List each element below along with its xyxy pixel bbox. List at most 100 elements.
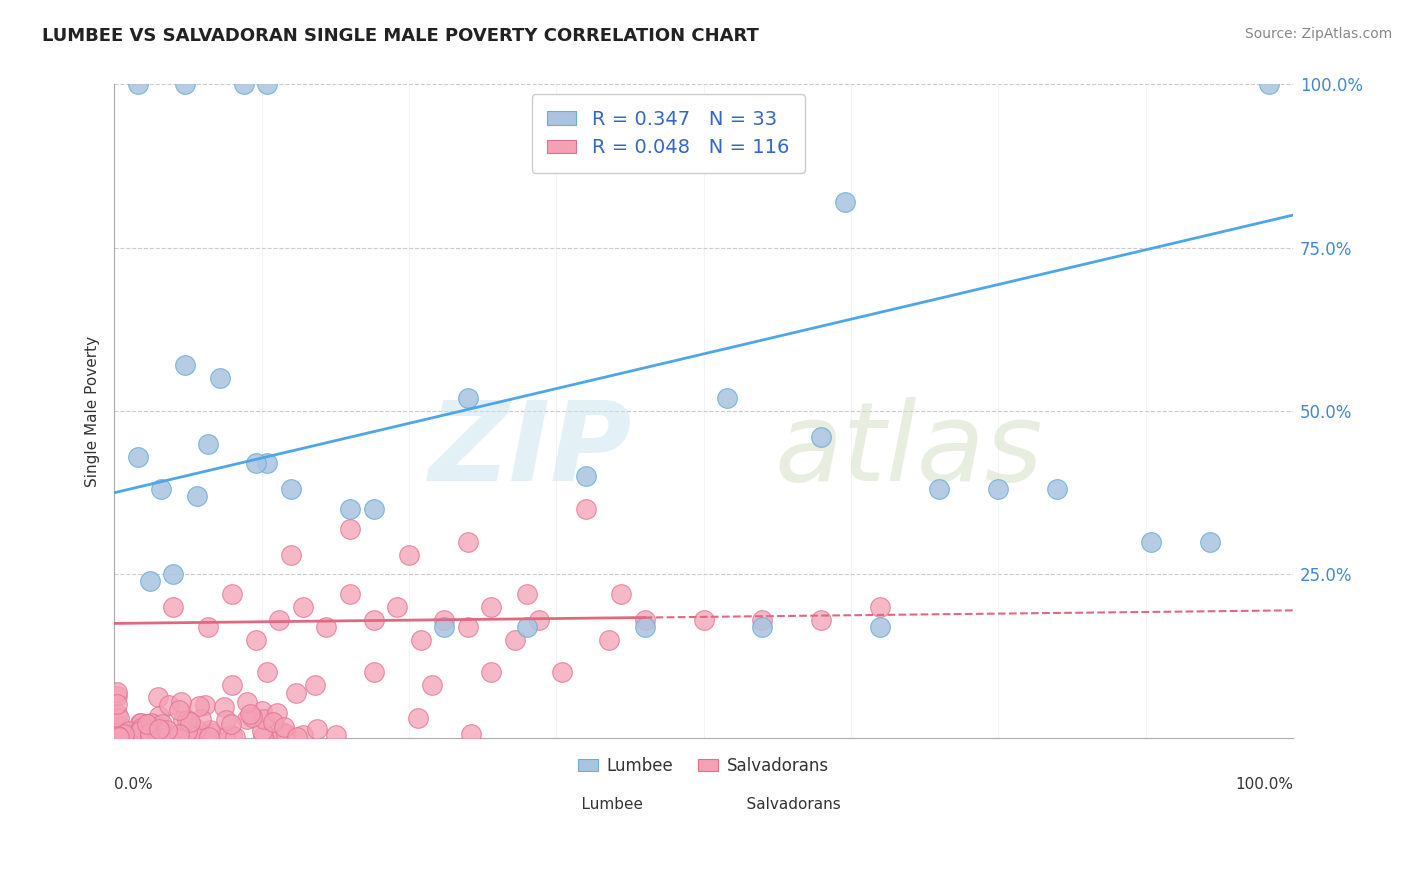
Text: Lumbee: Lumbee bbox=[562, 797, 643, 812]
Point bbox=[1140, 534, 1163, 549]
Point bbox=[253, 712, 276, 726]
Point bbox=[479, 600, 502, 615]
Point bbox=[305, 722, 328, 736]
Point bbox=[150, 483, 173, 497]
Point bbox=[610, 587, 633, 601]
Point bbox=[527, 613, 550, 627]
Point bbox=[138, 574, 160, 588]
Point bbox=[197, 620, 219, 634]
Point bbox=[197, 436, 219, 450]
Point bbox=[751, 620, 773, 634]
Point bbox=[339, 522, 361, 536]
Point bbox=[457, 620, 479, 634]
Point bbox=[239, 707, 262, 722]
Text: LUMBEE VS SALVADORAN SINGLE MALE POVERTY CORRELATION CHART: LUMBEE VS SALVADORAN SINGLE MALE POVERTY… bbox=[42, 27, 759, 45]
Point bbox=[129, 715, 152, 730]
Point bbox=[221, 728, 243, 742]
Point bbox=[834, 194, 856, 209]
Point bbox=[186, 728, 208, 742]
Point bbox=[142, 717, 165, 731]
Point bbox=[256, 78, 278, 92]
Point bbox=[266, 706, 288, 720]
Point bbox=[108, 718, 131, 732]
Point bbox=[167, 703, 190, 717]
Point bbox=[156, 723, 179, 737]
Point bbox=[280, 548, 302, 562]
Point bbox=[240, 710, 263, 724]
Point bbox=[284, 686, 307, 700]
Point bbox=[256, 665, 278, 680]
Point bbox=[127, 78, 149, 92]
Point bbox=[172, 713, 194, 727]
Point bbox=[148, 709, 170, 723]
Point bbox=[221, 587, 243, 601]
Point bbox=[245, 456, 267, 470]
Point bbox=[250, 724, 273, 739]
Point bbox=[174, 78, 197, 92]
Point bbox=[224, 730, 246, 744]
Point bbox=[179, 715, 201, 730]
Point bbox=[170, 695, 193, 709]
Point bbox=[212, 700, 235, 714]
Point bbox=[148, 719, 170, 733]
Point bbox=[869, 620, 891, 634]
Point bbox=[457, 534, 479, 549]
Text: atlas: atlas bbox=[775, 397, 1043, 504]
Point bbox=[162, 567, 184, 582]
Text: Source: ZipAtlas.com: Source: ZipAtlas.com bbox=[1244, 27, 1392, 41]
Point bbox=[363, 502, 385, 516]
Point bbox=[214, 730, 236, 744]
Point bbox=[236, 712, 259, 726]
Point bbox=[169, 727, 191, 741]
Point bbox=[215, 714, 238, 728]
Point bbox=[112, 727, 135, 741]
Point bbox=[385, 600, 408, 615]
Point bbox=[107, 706, 129, 721]
Point bbox=[198, 723, 221, 738]
Point bbox=[221, 678, 243, 692]
Point bbox=[633, 613, 655, 627]
Point bbox=[1046, 483, 1069, 497]
Point bbox=[232, 78, 254, 92]
Point bbox=[107, 729, 129, 743]
Point bbox=[149, 727, 172, 741]
Point bbox=[131, 726, 153, 740]
Point bbox=[315, 620, 337, 634]
Point bbox=[179, 723, 201, 737]
Text: 100.0%: 100.0% bbox=[1234, 777, 1294, 792]
Point bbox=[409, 632, 432, 647]
Y-axis label: Single Male Poverty: Single Male Poverty bbox=[86, 335, 100, 487]
Point bbox=[598, 632, 620, 647]
Point bbox=[252, 730, 274, 744]
Point bbox=[186, 722, 208, 736]
Point bbox=[152, 724, 174, 739]
Point bbox=[252, 704, 274, 718]
Point bbox=[139, 715, 162, 730]
Point bbox=[304, 678, 326, 692]
Point bbox=[108, 710, 131, 724]
Point bbox=[810, 430, 832, 444]
Point bbox=[118, 728, 141, 742]
Point bbox=[460, 727, 482, 741]
Point bbox=[105, 684, 128, 698]
Point bbox=[129, 724, 152, 739]
Text: 0.0%: 0.0% bbox=[114, 777, 153, 792]
Point bbox=[398, 548, 420, 562]
Point bbox=[129, 722, 152, 736]
Point bbox=[245, 632, 267, 647]
Point bbox=[157, 698, 180, 712]
Point bbox=[186, 489, 208, 503]
Point bbox=[135, 717, 157, 731]
Point bbox=[551, 665, 574, 680]
Point bbox=[187, 699, 209, 714]
Point bbox=[575, 469, 598, 483]
Point bbox=[339, 587, 361, 601]
Point bbox=[457, 391, 479, 405]
Point bbox=[273, 720, 295, 734]
Point bbox=[107, 730, 129, 744]
Point bbox=[291, 600, 314, 615]
Point bbox=[274, 727, 297, 741]
Text: ZIP: ZIP bbox=[429, 397, 633, 504]
Point bbox=[751, 613, 773, 627]
Point bbox=[292, 728, 315, 742]
